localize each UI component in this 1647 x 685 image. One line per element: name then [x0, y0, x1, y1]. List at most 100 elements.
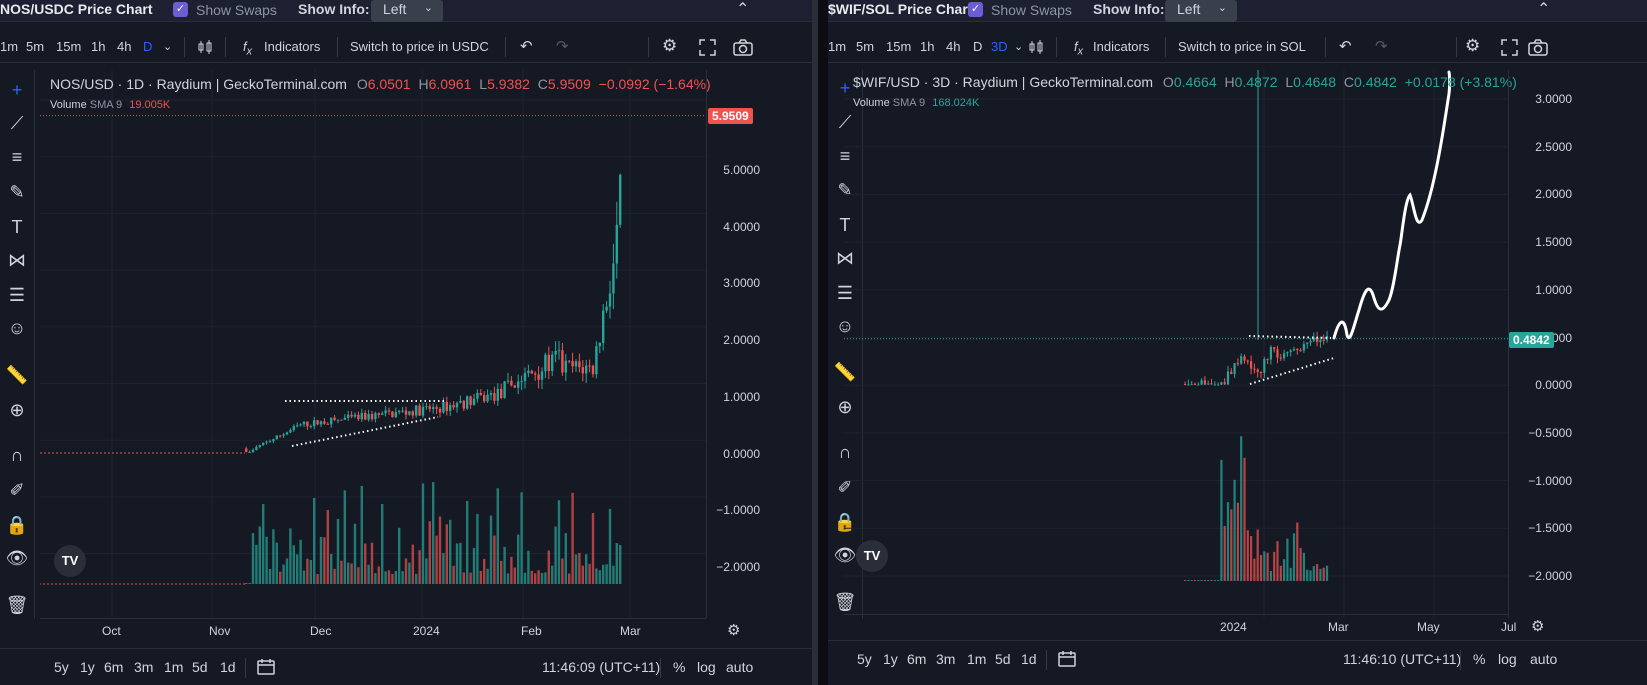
text-icon[interactable]: T: [11, 217, 23, 237]
range-1d[interactable]: 1d: [220, 659, 236, 675]
candles-icon[interactable]: [197, 39, 213, 55]
interval-1h[interactable]: 1h: [920, 39, 935, 54]
range-6m[interactable]: 6m: [907, 651, 927, 667]
date-range-calendar-icon[interactable]: [1057, 650, 1077, 668]
measure-lines-icon[interactable]: ☰: [8, 285, 26, 305]
price-chart-canvas[interactable]: [40, 70, 706, 618]
price-axis[interactable]: 3.00002.50002.00001.50001.00000.50000.00…: [1508, 70, 1578, 618]
switch-price-button[interactable]: Switch to price in SOL: [1178, 39, 1306, 54]
range-1y[interactable]: 1y: [80, 659, 95, 675]
fib-levels-icon[interactable]: ≡: [839, 146, 851, 166]
zoom-in-icon[interactable]: ⊕: [9, 400, 25, 420]
axis-settings-icon[interactable]: ⚙: [727, 622, 741, 639]
redo-icon[interactable]: ↷: [1375, 38, 1388, 55]
switch-price-button[interactable]: Switch to price in USDC: [350, 39, 489, 54]
crosshair-icon[interactable]: +: [11, 80, 23, 100]
clock-time[interactable]: 11:46:09 (UTC+11): [542, 659, 661, 675]
range-5d[interactable]: 5d: [995, 651, 1011, 667]
ruler-icon[interactable]: 📏: [833, 362, 857, 382]
range-3m[interactable]: 3m: [134, 659, 154, 675]
chevron-down-icon[interactable]: ⌄: [1014, 41, 1024, 53]
ruler-icon[interactable]: 📏: [5, 365, 29, 385]
lock-drawing-icon[interactable]: ✐: [837, 477, 853, 497]
interval-d[interactable]: D: [143, 39, 153, 54]
range-1m[interactable]: 1m: [164, 659, 184, 675]
trash-icon[interactable]: 🗑: [5, 595, 29, 615]
magnet-icon[interactable]: ∩: [838, 442, 852, 462]
chevron-up-icon[interactable]: ⌃: [736, 1, 750, 18]
settings-gear-icon[interactable]: ⚙: [1465, 36, 1481, 55]
interval-4h[interactable]: 4h: [946, 39, 961, 54]
trash-icon[interactable]: 🗑: [833, 592, 857, 612]
show-info-select[interactable]: Left ⌄: [371, 0, 443, 22]
settings-gear-icon[interactable]: ⚙: [662, 36, 678, 55]
range-1y[interactable]: 1y: [883, 651, 898, 667]
range-1d[interactable]: 1d: [1021, 651, 1037, 667]
chevron-down-icon[interactable]: ⌄: [163, 41, 173, 53]
percent-scale-toggle[interactable]: %: [673, 659, 686, 675]
interval-3d[interactable]: 3D: [991, 39, 1008, 54]
lock-icon[interactable]: 🔒: [5, 515, 29, 535]
indicators-button[interactable]: Indicators: [264, 39, 321, 54]
show-swaps-checkbox[interactable]: ✓: [968, 2, 983, 17]
text-icon[interactable]: T: [839, 215, 851, 235]
price-axis[interactable]: 5.0000 4.0000 3.0000 2.0000 1.0000 0.0000 −1.0…: [706, 70, 766, 618]
candles-icon[interactable]: [1028, 39, 1044, 55]
range-6m[interactable]: 6m: [104, 659, 124, 675]
range-3m[interactable]: 3m: [936, 651, 956, 667]
crosshair-icon[interactable]: +: [839, 78, 851, 98]
range-5d[interactable]: 5d: [192, 659, 208, 675]
brush-icon[interactable]: ✎: [837, 180, 853, 200]
emoji-icon[interactable]: ☺: [7, 318, 27, 338]
trend-line-icon[interactable]: ⟋: [10, 113, 24, 133]
tradingview-logo[interactable]: TV: [856, 540, 888, 572]
trend-line-icon[interactable]: ⟋: [838, 112, 852, 132]
clock-time[interactable]: 11:46:10 (UTC+11): [1343, 651, 1462, 667]
range-1m[interactable]: 1m: [967, 651, 987, 667]
zoom-in-icon[interactable]: ⊕: [837, 397, 853, 417]
indicators-icon[interactable]: fx: [243, 39, 253, 58]
interval-1h[interactable]: 1h: [91, 39, 106, 54]
interval-1m[interactable]: 1m: [828, 39, 847, 54]
indicators-button[interactable]: Indicators: [1093, 39, 1150, 54]
percent-scale-toggle[interactable]: %: [1473, 651, 1486, 667]
range-5y[interactable]: 5y: [857, 651, 872, 667]
axis-settings-icon[interactable]: ⚙: [1531, 618, 1545, 635]
camera-icon[interactable]: [1528, 39, 1548, 56]
interval-4h[interactable]: 4h: [117, 39, 132, 54]
redo-icon[interactable]: ↷: [556, 38, 569, 55]
date-range-calendar-icon[interactable]: [256, 658, 276, 676]
interval-15m[interactable]: 15m: [886, 39, 912, 54]
interval-5m[interactable]: 5m: [26, 39, 45, 54]
magnet-icon[interactable]: ∩: [10, 445, 24, 465]
auto-scale-toggle[interactable]: auto: [1530, 651, 1558, 667]
undo-icon[interactable]: ↶: [520, 38, 533, 55]
brush-icon[interactable]: ✎: [9, 182, 25, 202]
interval-1m[interactable]: 1m: [0, 39, 19, 54]
interval-d[interactable]: D: [973, 39, 983, 54]
measure-lines-icon[interactable]: ☰: [836, 283, 854, 303]
pattern-icon[interactable]: ⋈: [8, 250, 26, 270]
price-chart-canvas[interactable]: [844, 70, 1508, 618]
range-5y[interactable]: 5y: [54, 659, 69, 675]
camera-icon[interactable]: [733, 39, 753, 56]
time-axis[interactable]: Oct Nov Dec 2024 Feb Mar: [40, 618, 706, 642]
emoji-icon[interactable]: ☺: [835, 316, 855, 336]
fullscreen-icon[interactable]: [699, 39, 716, 56]
pattern-icon[interactable]: ⋈: [836, 248, 854, 268]
show-swaps-checkbox[interactable]: ✓: [173, 2, 188, 17]
eye-icon[interactable]: 👁: [5, 548, 29, 568]
time-axis[interactable]: 2024 Mar May Jul: [844, 614, 1516, 638]
lock-icon[interactable]: 🔒: [833, 512, 857, 532]
fib-levels-icon[interactable]: ≡: [11, 147, 23, 167]
tradingview-logo[interactable]: TV: [54, 545, 86, 577]
undo-icon[interactable]: ↶: [1339, 38, 1352, 55]
fullscreen-icon[interactable]: [1501, 39, 1518, 56]
eye-icon[interactable]: 👁: [833, 545, 857, 565]
indicators-icon[interactable]: fx: [1074, 39, 1084, 58]
log-scale-toggle[interactable]: log: [1498, 651, 1517, 667]
chevron-up-icon[interactable]: ⌃: [1537, 1, 1551, 18]
log-scale-toggle[interactable]: log: [697, 659, 716, 675]
show-info-select[interactable]: Left ⌄: [1165, 0, 1237, 22]
interval-15m[interactable]: 15m: [56, 39, 82, 54]
